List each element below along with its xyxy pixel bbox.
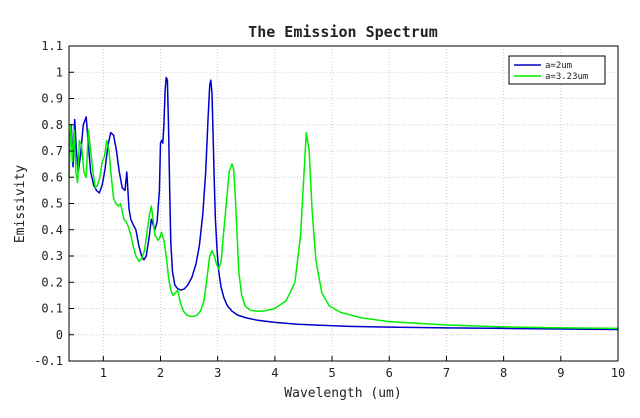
y-tick-label: 0.5 (41, 197, 63, 211)
x-tick-label: 3 (214, 366, 221, 380)
y-tick-label: 0.2 (41, 275, 63, 289)
x-tick-label: 6 (386, 366, 393, 380)
y-tick-label: 1 (56, 65, 63, 79)
y-tick-label: -0.1 (34, 354, 63, 368)
series-line-0 (68, 76, 619, 331)
y-axis-label: Emissivity (13, 165, 28, 243)
y-tick-label: 0.3 (41, 249, 63, 263)
x-tick-label: 7 (443, 366, 450, 380)
series-lines (68, 76, 619, 331)
x-tick-label: 10 (611, 366, 625, 380)
y-tick-label: 0.6 (41, 170, 63, 184)
y-tick-label: 0 (56, 328, 63, 342)
chart-title: The Emission Spectrum (248, 23, 438, 41)
legend-entry: a=2um (545, 61, 572, 71)
y-tick-label: 1.1 (41, 39, 63, 53)
x-tick-label: 4 (271, 366, 278, 380)
legend-entry: a=3.23um (545, 72, 588, 82)
x-axis-label: Wavelength (um) (284, 386, 401, 401)
y-tick-label: 0.4 (41, 223, 63, 237)
axis-ticks: 1 2 3 4 5 6 7 8 9 10 -0.1 0 0.1 0.2 0.3 0.4 0.5 0.6 0.7 0.8… (34, 39, 625, 380)
y-tick-label: 0.7 (41, 144, 63, 158)
y-tick-label: 0.9 (41, 92, 63, 106)
x-tick-label: 5 (328, 366, 335, 380)
series-line-1 (68, 124, 619, 330)
x-tick-label: 8 (500, 366, 507, 380)
x-tick-label: 2 (157, 366, 164, 380)
x-tick-label: 1 (100, 366, 107, 380)
y-tick-label: 0.1 (41, 302, 63, 316)
legend-box (508, 55, 606, 85)
x-tick-label: 9 (557, 366, 564, 380)
y-tick-label: 0.8 (41, 118, 63, 132)
